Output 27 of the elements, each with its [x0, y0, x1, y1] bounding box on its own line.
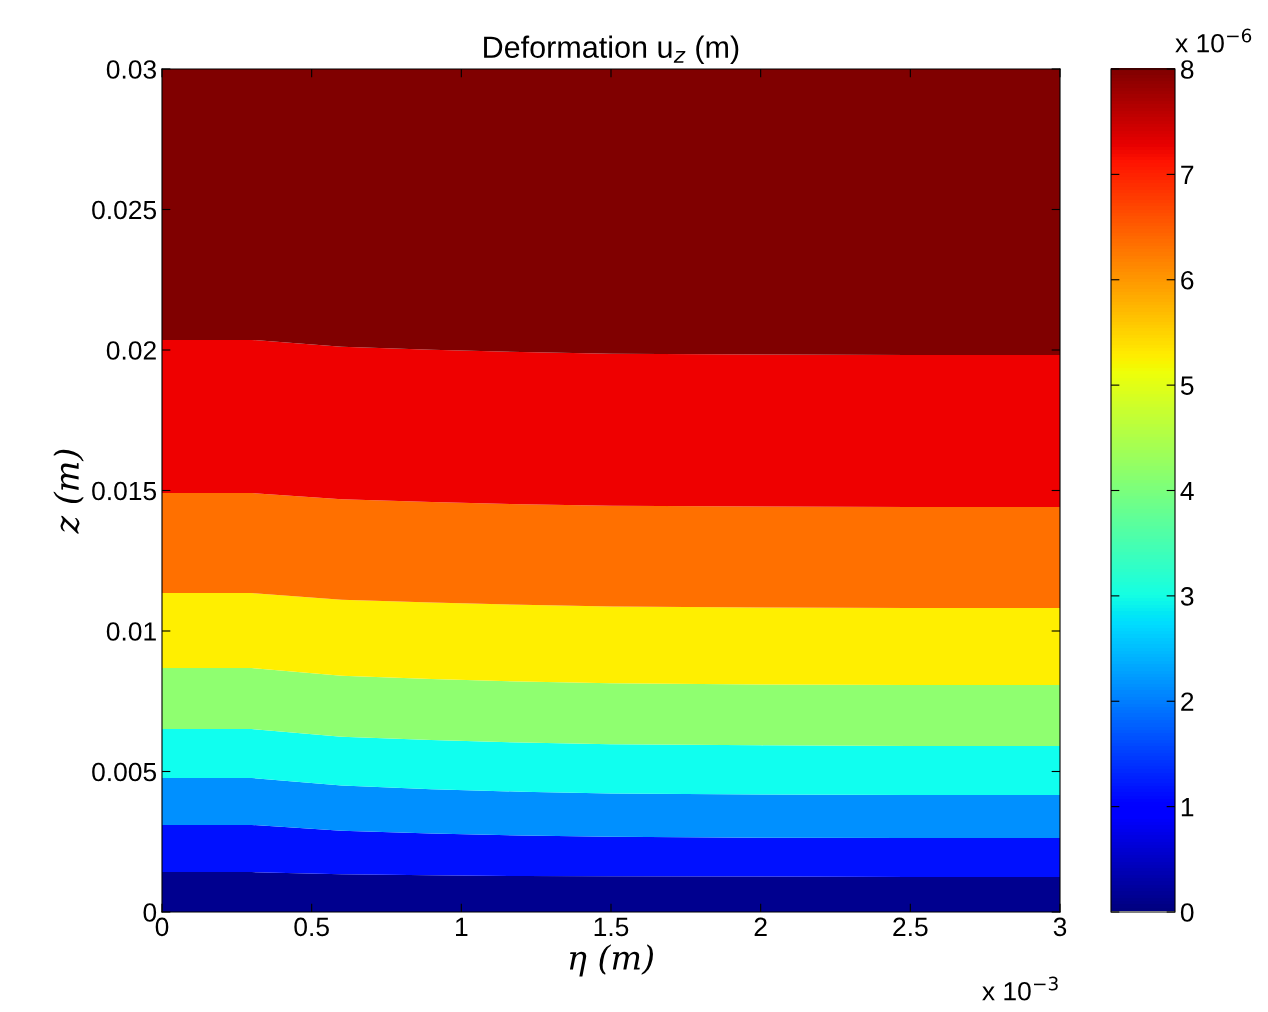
color-bar-label: 5 [1180, 376, 1194, 395]
x-tick-label: 2.5 [893, 917, 928, 937]
color-bar-label: 1 [1181, 798, 1194, 817]
y-tick-label: 0 [143, 903, 157, 922]
y-tick-label: 0.005 [92, 762, 157, 782]
y-tick-label: 0.03 [106, 60, 156, 79]
chart-title: Deformation u$_{z}$ (m) [484, 35, 739, 65]
text: x 10$^{−3}$ [982, 976, 1058, 1001]
y-tick-label: 0.015 [92, 481, 157, 501]
y-tick-label: 0.01 [106, 622, 156, 641]
x-tick-label: 1.5 [594, 917, 629, 937]
color-bar-label: 7 [1181, 165, 1194, 184]
color-bar-label: 6 [1181, 270, 1194, 290]
x-axis-title: η (m) [569, 944, 653, 977]
color-bar-label: 4 [1180, 481, 1194, 501]
color-bar-label: 8 [1181, 60, 1194, 79]
x-tick-label: 0.5 [294, 917, 329, 937]
y-tick-label: 0.02 [106, 341, 156, 360]
x-tick-label: 1 [456, 917, 468, 936]
color-bar-label: 0 [1180, 903, 1194, 922]
text: x 10$^{−6}$ [1175, 28, 1252, 53]
x-tick-label: 2 [754, 917, 767, 936]
x-tick-label: 3 [1053, 917, 1067, 937]
y-tick-label: 0.025 [92, 200, 157, 220]
color-bar-label: 3 [1180, 587, 1194, 606]
color-bar-label: 2 [1181, 692, 1194, 711]
y-axis-title: z (m) [53, 449, 84, 534]
